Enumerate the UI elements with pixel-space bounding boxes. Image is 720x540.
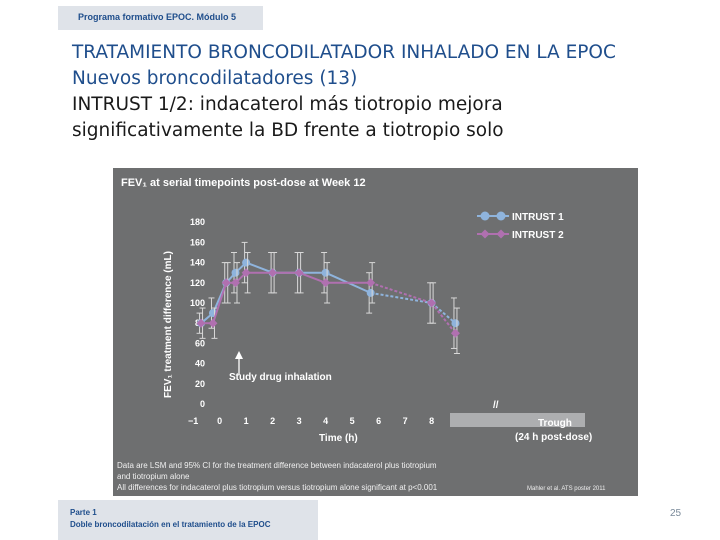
x-tick-label: 0 bbox=[217, 416, 222, 426]
data-point bbox=[231, 278, 240, 288]
data-point bbox=[366, 288, 375, 297]
y-tick-label: 140 bbox=[190, 258, 205, 268]
program-label: Programa formativo EPOC. Módulo 5 bbox=[78, 12, 237, 22]
x-axis-label: Time (h) bbox=[319, 433, 358, 444]
series-line-segment bbox=[298, 271, 326, 284]
study-drug-annotation: Study drug inhalation bbox=[229, 351, 332, 383]
study-drug-label: Study drug inhalation bbox=[229, 372, 332, 383]
x-tick-label: 2 bbox=[270, 416, 275, 426]
x-tick-label: 3 bbox=[297, 416, 302, 426]
title-line-2: Nuevos broncodilatadores (13) bbox=[72, 68, 358, 89]
data-point bbox=[321, 278, 331, 288]
axis-break-mark: // bbox=[493, 400, 499, 411]
title-line-1: TRATAMIENTO BRONCODILATADOR INHALADO EN … bbox=[72, 42, 616, 63]
subtitle-line-1: INTRUST 1/2: indacaterol más tiotropio m… bbox=[72, 94, 503, 115]
chart-canvas: FEV₁ at serial timepoints post-dose at W… bbox=[117, 177, 606, 492]
data-point bbox=[221, 278, 231, 288]
y-tick-label: 60 bbox=[195, 338, 205, 348]
program-banner: Programa formativo EPOC. Módulo 5 bbox=[58, 6, 263, 30]
data-point bbox=[321, 268, 330, 277]
y-tick-label: 0 bbox=[200, 399, 205, 409]
legend-marker bbox=[496, 229, 506, 239]
data-point bbox=[451, 319, 460, 328]
x-tick-label: −1 bbox=[188, 416, 198, 426]
data-point bbox=[196, 318, 206, 328]
legend-marker bbox=[480, 229, 490, 239]
data-point bbox=[366, 278, 376, 288]
y-tick-label: 180 bbox=[190, 217, 205, 227]
legend: INTRUST 1 INTRUST 2 bbox=[477, 211, 564, 241]
x-tick-label: 7 bbox=[403, 416, 408, 426]
x-tick-label: 1 bbox=[244, 416, 249, 426]
data-point bbox=[268, 268, 278, 278]
x-tick-label: 4 bbox=[323, 416, 328, 426]
subtitle-line-2: significativamente la BD frente a tiotro… bbox=[72, 120, 504, 141]
series-line-segment bbox=[370, 281, 432, 304]
data-point bbox=[450, 328, 460, 338]
slide-title: TRATAMIENTO BRONCODILATADOR INHALADO EN … bbox=[72, 40, 702, 92]
trough-sublabel: (24 h post-dose) bbox=[515, 432, 592, 443]
data-point bbox=[231, 268, 240, 277]
y-tick-label: 100 bbox=[190, 298, 205, 308]
footnote-line-2: and tiotropium alone bbox=[117, 472, 190, 481]
study-drug-arrowhead bbox=[235, 351, 243, 359]
series-line-segment bbox=[212, 282, 228, 324]
data-point bbox=[242, 258, 251, 267]
y-tick-label: 20 bbox=[195, 379, 205, 389]
footer-section: Doble broncodilatación en el tratamiento… bbox=[70, 520, 271, 529]
slide-subtitle: INTRUST 1/2: indacaterol más tiotropio m… bbox=[72, 92, 702, 144]
data-point bbox=[241, 268, 251, 278]
data-point bbox=[427, 298, 437, 308]
series-line-segment bbox=[430, 302, 457, 334]
series-2 bbox=[196, 252, 460, 354]
y-tick-label: 120 bbox=[190, 278, 205, 288]
chart-title: FEV₁ at serial timepoints post-dose at W… bbox=[121, 177, 366, 189]
x-tick-label: 6 bbox=[376, 416, 381, 426]
y-axis-label: FEV₁ treatment difference (mL) bbox=[163, 251, 174, 398]
footer-part: Parte 1 bbox=[70, 508, 97, 517]
footnote-line-3: All differences for indacaterol plus tio… bbox=[117, 483, 438, 492]
y-tick-label: 160 bbox=[190, 237, 205, 247]
series-layer bbox=[196, 241, 460, 354]
legend-marker bbox=[496, 211, 506, 221]
y-tick-label: 40 bbox=[195, 359, 205, 369]
series-line-segment bbox=[245, 261, 273, 274]
legend-label: INTRUST 1 bbox=[512, 212, 564, 223]
series-line-segment bbox=[430, 302, 457, 324]
page-number: 25 bbox=[670, 508, 682, 519]
trough-label: Trough bbox=[538, 418, 572, 429]
legend-label: INTRUST 2 bbox=[512, 230, 564, 241]
trough-box bbox=[450, 413, 585, 427]
fev1-chart: FEV₁ at serial timepoints post-dose at W… bbox=[113, 168, 638, 496]
series-1 bbox=[196, 241, 460, 349]
series-line-segment bbox=[370, 291, 432, 304]
footnote-line-1: Data are LSM and 95% CI for the treatmen… bbox=[117, 461, 437, 470]
trough-region: Trough (24 h post-dose) // bbox=[450, 400, 592, 443]
source-citation: Mahler et al. ATS poster 2011 bbox=[527, 486, 606, 492]
x-tick-label: 5 bbox=[350, 416, 355, 426]
legend-marker bbox=[480, 211, 490, 221]
data-point bbox=[294, 268, 304, 278]
x-tick-label: 8 bbox=[429, 416, 434, 426]
footer-bar: Parte 1 Doble broncodilatación en el tra… bbox=[58, 500, 318, 540]
data-point bbox=[208, 318, 218, 328]
